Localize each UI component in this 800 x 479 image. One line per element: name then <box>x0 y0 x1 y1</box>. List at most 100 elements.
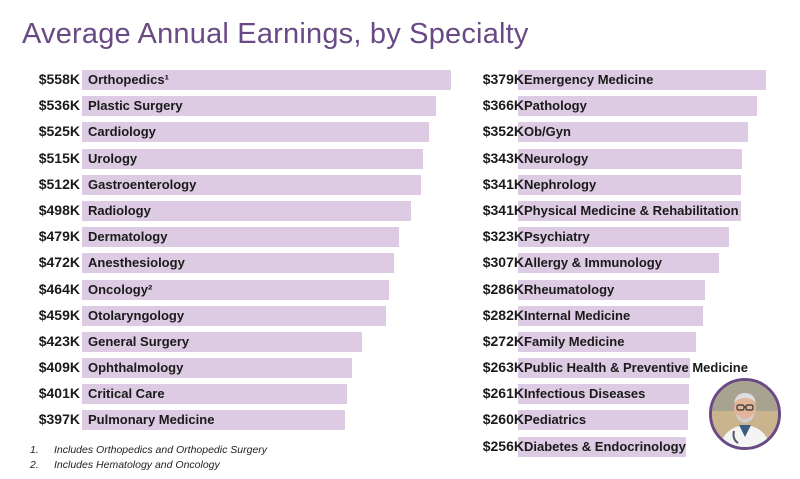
bar-value-label: $401K <box>38 385 80 402</box>
bar <box>82 253 394 274</box>
doctor-avatar <box>709 378 781 450</box>
footnote: 2. Includes Hematology and Oncology <box>30 459 267 474</box>
footnote-text: Includes Orthopedics and Orthopedic Surg… <box>54 444 268 456</box>
bar <box>82 305 386 326</box>
bar-category-label: Physical Medicine & Rehabilitation <box>524 202 739 218</box>
footnote: 1. Includes Orthopedics and Orthopedic Su… <box>30 444 267 459</box>
bar-row: $515K Urology <box>18 147 458 173</box>
bar-category-label: Radiology <box>88 202 151 218</box>
bar-value-label: $409K <box>38 359 80 376</box>
bar <box>518 305 703 326</box>
bar-row: $341K Physical Medicine & Rehabilitation <box>462 199 792 225</box>
bar <box>82 384 347 405</box>
bar-value-label: $423K <box>38 332 80 349</box>
bar-category-label: Nephrology <box>524 176 597 192</box>
bar <box>518 331 696 352</box>
bar <box>518 384 689 405</box>
bar-value-label: $515K <box>38 149 80 166</box>
bar <box>518 253 719 274</box>
bar-row: $272K Family Medicine <box>462 330 792 356</box>
bar-category-label: Oncology² <box>88 281 153 297</box>
bar <box>82 70 451 90</box>
bar-value-label: $459K <box>38 306 80 323</box>
footnote-text: Includes Hematology and Oncology <box>54 459 220 471</box>
bar-value-label: $261K <box>482 385 524 402</box>
bar-value-label: $366K <box>482 97 524 114</box>
bar-category-label: General Surgery <box>88 333 190 349</box>
bar <box>518 96 757 117</box>
bar-value-label: $512K <box>38 175 80 192</box>
bar-row: $498K Radiology <box>18 199 458 225</box>
bar-category-label: Ob/Gyn <box>524 124 571 140</box>
bar-row: $479K Dermatology <box>18 225 458 251</box>
bar-value-label: $379K <box>482 71 524 87</box>
bar-row: $558K Orthopedics¹ <box>18 68 458 94</box>
bar-category-label: Diabetes & Endocrinology <box>524 438 686 454</box>
bar-category-label: Internal Medicine <box>524 307 631 323</box>
bar <box>82 358 352 379</box>
bar-category-label: Gastroenterology <box>88 176 197 192</box>
bar <box>82 174 421 195</box>
bar-category-label: Otolaryngology <box>88 307 185 323</box>
bar-row: $536K Plastic Surgery <box>18 94 458 120</box>
bar-row: $323K Psychiatry <box>462 225 792 251</box>
bar-category-label: Plastic Surgery <box>88 98 183 114</box>
footnote-number: 2. <box>30 459 39 471</box>
doctor-portrait-image <box>712 381 778 447</box>
bar-row: $341K Nephrology <box>462 173 792 199</box>
bar-value-label: $341K <box>482 175 524 192</box>
bar <box>518 358 690 379</box>
bar-row: $459K Otolaryngology <box>18 304 458 330</box>
bar <box>82 410 345 431</box>
bar-value-label: $479K <box>38 228 80 245</box>
bar-category-label: Urology <box>88 150 138 166</box>
bar <box>518 148 742 169</box>
bar <box>82 96 436 117</box>
bar-category-label: Allergy & Immunology <box>524 255 662 271</box>
bar-value-label: $260K <box>482 411 524 428</box>
bar-row: $352K Ob/Gyn <box>462 120 792 146</box>
bar <box>518 174 741 195</box>
bar-row: $409K Ophthalmology <box>18 356 458 382</box>
bar-value-label: $525K <box>38 123 80 140</box>
bar-category-label: Emergency Medicine <box>524 72 654 87</box>
bar-value-label: $464K <box>38 280 80 297</box>
bar <box>82 200 411 221</box>
bar-category-label: Neurology <box>524 150 589 166</box>
bar-category-label: Psychiatry <box>524 229 590 245</box>
bar-category-label: Anesthesiology <box>88 255 185 271</box>
bar <box>518 70 766 90</box>
bar <box>82 279 389 300</box>
bar-value-label: $286K <box>482 280 524 297</box>
bar-category-label: Orthopedics¹ <box>88 72 169 87</box>
bar-category-label: Pulmonary Medicine <box>88 412 215 428</box>
bar-row: $307K Allergy & Immunology <box>462 251 792 277</box>
bar-value-label: $343K <box>482 149 524 166</box>
bar-value-label: $472K <box>38 254 80 271</box>
bar-category-label: Pediatrics <box>524 412 587 428</box>
bar-category-label: Family Medicine <box>524 333 625 349</box>
chart-title: Average Annual Earnings, by Specialty <box>22 18 529 50</box>
bar <box>518 410 688 431</box>
bar-row: $261K Infectious Diseases <box>462 382 792 408</box>
bar <box>82 148 423 169</box>
chart-column-right: $379K Emergency Medicine $366K Pathology $35… <box>462 68 792 461</box>
bar-row: $379K Emergency Medicine <box>462 68 792 94</box>
bar-row: $263K Public Health & Preventive Medicine <box>462 356 792 382</box>
bar <box>518 227 729 248</box>
bar-row: $423K General Surgery <box>18 330 458 356</box>
bar-row: $260K Pediatrics <box>462 408 792 434</box>
bar-value-label: $307K <box>482 254 524 271</box>
bar-value-label: $558K <box>38 71 80 87</box>
bar-category-label: Pathology <box>524 98 587 114</box>
bar-row: $464K Oncology² <box>18 278 458 304</box>
bar-row: $397K Pulmonary Medicine <box>18 408 458 434</box>
bar <box>518 200 741 221</box>
bar <box>518 436 686 457</box>
bar <box>82 122 429 143</box>
bar-value-label: $282K <box>482 306 524 323</box>
bar-category-label: Cardiology <box>88 124 156 140</box>
bar-category-label: Infectious Diseases <box>524 386 646 402</box>
bar-value-label: $397K <box>38 411 80 428</box>
bar-row: $472K Anesthesiology <box>18 251 458 277</box>
